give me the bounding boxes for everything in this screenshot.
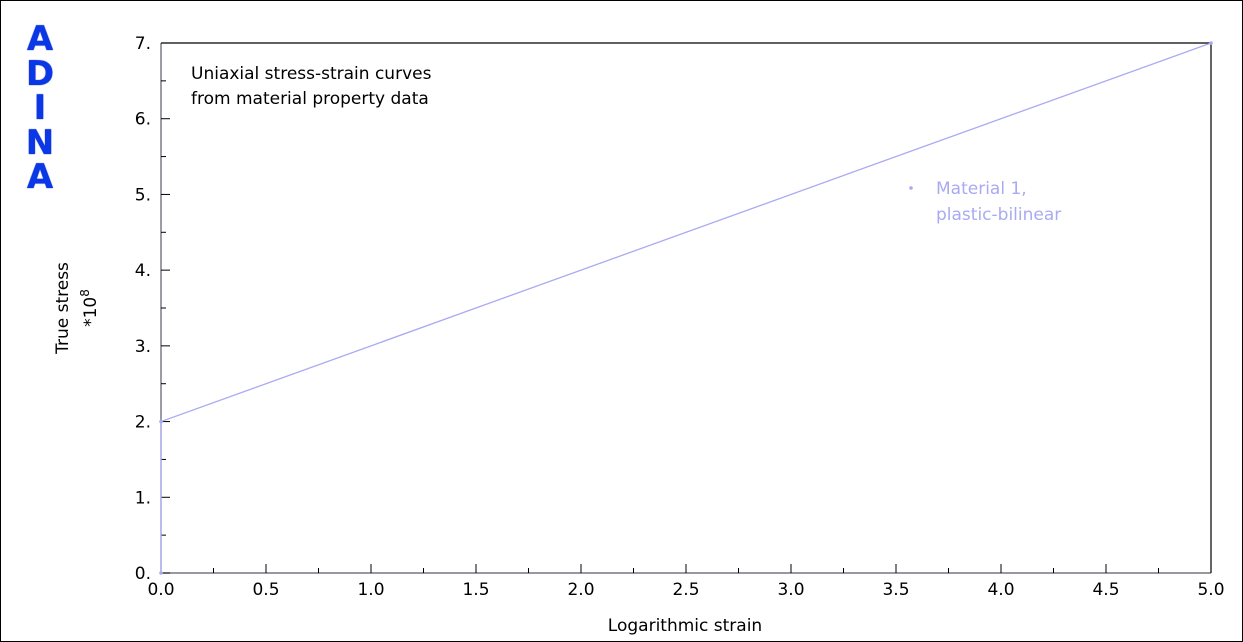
x-axis-label: Logarithmic strain <box>608 616 762 636</box>
data-point <box>1209 41 1213 45</box>
y-tick-label: 4. <box>135 261 151 281</box>
y-tick-label: 7. <box>135 34 151 54</box>
y-tick-label: 2. <box>135 413 151 433</box>
data-point <box>159 419 163 424</box>
logo-letter-i: I <box>33 88 47 128</box>
data-point <box>159 571 163 575</box>
x-tick-label: 4.0 <box>987 580 1014 600</box>
x-tick-label: 1.5 <box>462 580 489 600</box>
x-tick-label: 4.5 <box>1092 580 1119 600</box>
x-tick-label: 0.5 <box>252 580 279 600</box>
legend-label-line-2: plastic-bilinear <box>936 205 1061 225</box>
x-tick-label: 5.0 <box>1197 580 1224 600</box>
y-tick-label: 5. <box>135 185 151 205</box>
legend: Material 1, plastic-bilinear <box>909 179 1061 225</box>
y-multiplier-exponent: 8 <box>78 289 92 297</box>
y-tick-label: 0. <box>135 564 151 584</box>
y-tick-label: 6. <box>135 110 151 130</box>
annotation-line-1: Uniaxial stress-strain curves <box>191 64 432 84</box>
y-tick-label: 3. <box>135 337 151 357</box>
y-axis-label: True stress <box>53 262 73 355</box>
x-tick-label: 2.5 <box>672 580 699 600</box>
legend-label-line-1: Material 1, <box>936 179 1027 199</box>
x-tick-label: 1.0 <box>357 580 384 600</box>
x-tick-label: 3.0 <box>777 580 804 600</box>
logo-letter-a2: A <box>26 157 54 197</box>
legend-marker <box>909 186 913 190</box>
y-multiplier-base: *10 <box>81 297 101 327</box>
annotation-line-2: from material property data <box>191 89 429 109</box>
y-axis-multiplier: *108 <box>78 289 101 327</box>
logo-letter-d: D <box>25 53 55 94</box>
x-tick-label: 0.0 <box>147 580 174 600</box>
logo-letter-a1: A <box>26 19 54 59</box>
adina-logo: A D I N A <box>23 22 57 195</box>
y-tick-label: 1. <box>135 488 151 508</box>
logo-letter-n: N <box>25 122 55 163</box>
series-line <box>160 42 1212 573</box>
x-tick-label: 3.5 <box>882 580 909 600</box>
x-tick-label: 2.0 <box>567 580 594 600</box>
